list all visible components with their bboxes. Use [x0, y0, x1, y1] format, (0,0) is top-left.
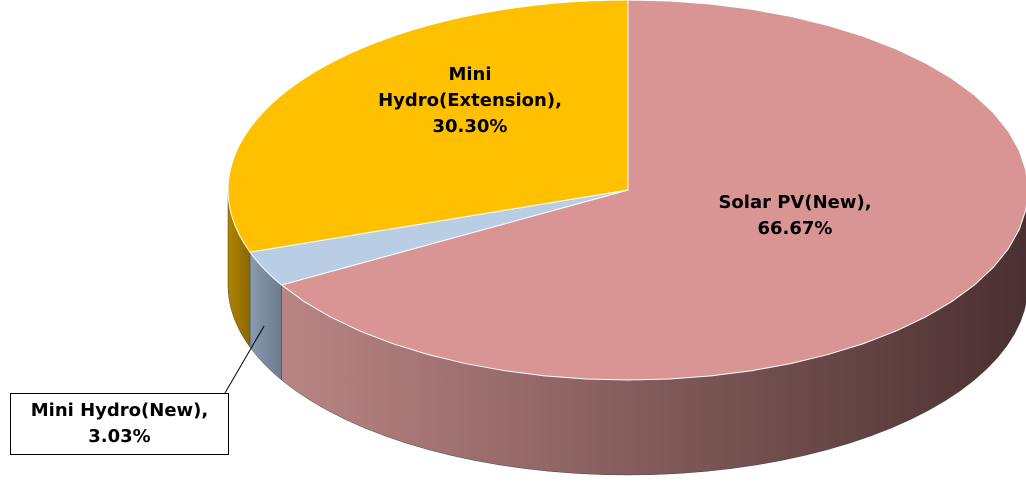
leader-line — [224, 325, 265, 394]
slice — [249, 189, 629, 286]
data-label: Solar PV(New)66.67% — [700, 190, 890, 242]
label-value: 3.03% — [88, 426, 151, 447]
label-value: 66.67% — [757, 218, 833, 239]
label-name: Solar PV(New) — [700, 190, 890, 216]
slice — [280, 0, 1026, 381]
data-label: Mini Hydro(Extension)30.30% — [370, 62, 570, 140]
label-name: Mini Hydro(New) — [17, 398, 222, 424]
label-value: 30.30% — [432, 116, 508, 137]
data-label: Mini Hydro(New)3.03% — [10, 393, 229, 455]
label-name: Mini Hydro(Extension) — [370, 62, 570, 114]
